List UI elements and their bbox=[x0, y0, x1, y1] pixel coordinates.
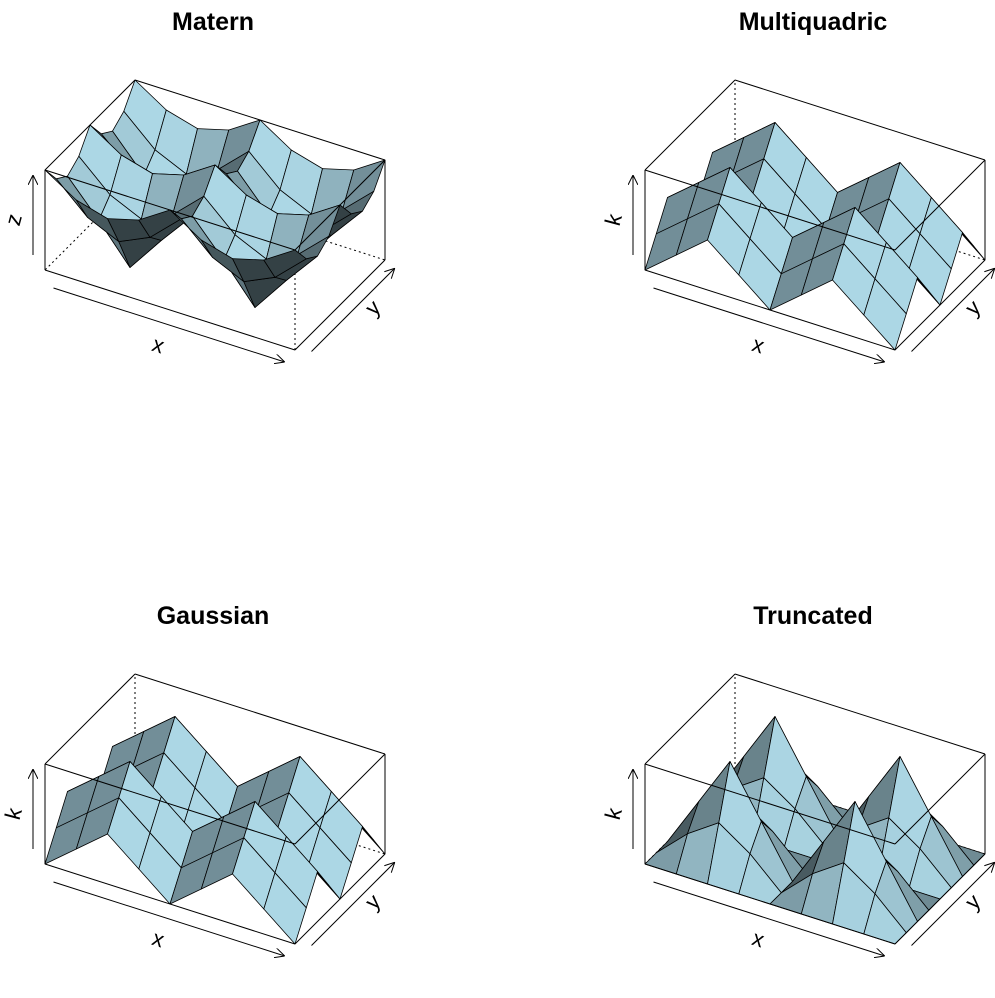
plot-title: Truncated bbox=[753, 602, 872, 630]
box-edge bbox=[894, 853, 986, 945]
surface-plot: Truncated x y k bbox=[600, 602, 995, 956]
surface-facet bbox=[263, 872, 307, 945]
axis-arrow bbox=[311, 862, 395, 946]
box-edge bbox=[644, 863, 896, 945]
box-edge bbox=[134, 79, 386, 161]
axis-arrow bbox=[911, 862, 995, 946]
surface-plot: Matern x y z bbox=[0, 8, 395, 362]
box-edge bbox=[644, 673, 736, 765]
box-edge bbox=[894, 259, 986, 351]
box-edge bbox=[734, 673, 986, 755]
axis-arrow bbox=[53, 881, 285, 956]
surface-plot: Multiquadric x y k bbox=[600, 8, 995, 362]
box-edge bbox=[644, 79, 736, 171]
axis-label: k bbox=[0, 804, 27, 822]
axis-label: y bbox=[960, 889, 985, 914]
box-edge bbox=[644, 763, 896, 845]
axis-label: x bbox=[149, 925, 167, 952]
surface-facet bbox=[118, 236, 162, 268]
box-edge bbox=[44, 79, 136, 171]
box-edge bbox=[644, 169, 896, 251]
box-edge bbox=[294, 259, 386, 351]
plot-title: Gaussian bbox=[157, 602, 270, 630]
box-edge bbox=[894, 753, 986, 845]
box-edge bbox=[294, 853, 386, 945]
axis-arrow bbox=[653, 881, 885, 956]
plot-title: Multiquadric bbox=[739, 8, 888, 36]
box-edge bbox=[44, 863, 296, 945]
box-edge bbox=[44, 673, 136, 765]
surface-facet bbox=[263, 249, 307, 278]
axis-arrow bbox=[53, 287, 285, 362]
box-edge bbox=[134, 673, 386, 755]
axis-arrow bbox=[653, 287, 885, 362]
surface-facet bbox=[243, 276, 287, 308]
axis-label: z bbox=[0, 211, 27, 228]
plot-title: Matern bbox=[172, 8, 254, 36]
surface-plot: Gaussian x y k bbox=[0, 602, 395, 956]
axis-label: y bbox=[960, 295, 985, 320]
axis-label: x bbox=[749, 331, 767, 358]
axis-arrow bbox=[911, 268, 995, 352]
box-edge bbox=[734, 79, 986, 161]
surface-facet bbox=[863, 278, 907, 351]
box-edge bbox=[44, 763, 296, 845]
box-edge bbox=[44, 169, 296, 251]
box-edge bbox=[44, 269, 296, 351]
axis-label: y bbox=[360, 295, 385, 320]
axis-label: x bbox=[149, 331, 167, 358]
box-edge bbox=[294, 753, 386, 845]
axis-label: k bbox=[600, 210, 627, 228]
axis-label: k bbox=[600, 804, 627, 822]
axis-arrow bbox=[311, 268, 395, 352]
box-edge bbox=[894, 159, 986, 251]
box-edge bbox=[644, 269, 896, 351]
axis-label: y bbox=[360, 889, 385, 914]
axis-label: x bbox=[749, 925, 767, 952]
box-edge bbox=[294, 159, 386, 251]
